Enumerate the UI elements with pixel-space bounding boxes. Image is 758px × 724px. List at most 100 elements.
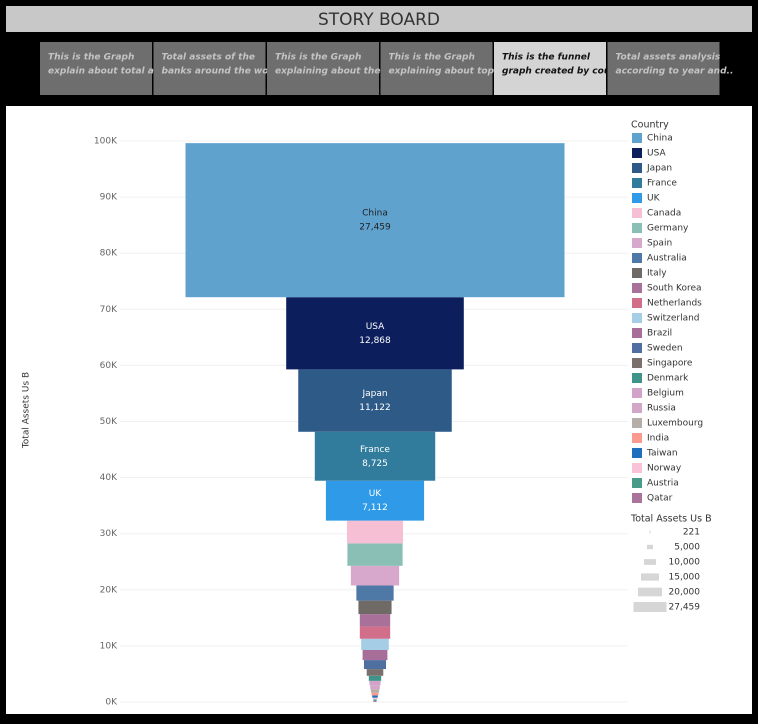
y-tick-label: 30K [100,529,118,539]
funnel-segment [356,585,394,601]
legend-label: Canada [647,209,681,219]
funnel-segment [359,626,391,639]
segment-category: China [362,209,388,219]
legend-swatch [632,418,642,428]
size-legend-mark [638,587,662,597]
tab-text[interactable]: This is the funnel [502,53,591,63]
funnel-segment [350,565,400,586]
funnel-segment [363,660,387,670]
segment-category: France [360,445,390,455]
funnel-segment [369,680,381,686]
legend-swatch [632,148,642,158]
tab-text[interactable]: Total assets analysis [616,53,721,63]
funnel-segment [371,692,379,696]
legend-swatch [632,448,642,458]
legend-label: Denmark [647,374,689,384]
tab-text[interactable]: This is the Graph [275,53,361,63]
segment-category: Japan [361,389,387,399]
y-tick-label: 60K [100,361,118,371]
y-tick-label: 100K [94,137,118,147]
funnel-segment [361,638,389,650]
legend-label: UK [647,194,661,204]
segment-value: 27,459 [359,223,391,233]
tab-text[interactable]: explaining about top .. [389,67,505,77]
legend-label: Austria [647,479,679,489]
funnel-segment [372,695,378,698]
segment-value: 7,112 [362,503,388,513]
legend-swatch [632,478,642,488]
funnel-segment [347,543,403,566]
legend-label: Sweden [647,344,683,354]
legend-swatch [632,208,642,218]
legend-label: Singapore [647,359,693,369]
legend-label: Germany [647,224,689,234]
funnel-segment [185,143,565,298]
funnel-segment [298,369,452,432]
legend-label: Italy [647,269,667,279]
legend-label: Netherlands [647,299,702,309]
y-tick-label: 50K [100,417,118,427]
legend-label: India [647,434,669,444]
funnel-segment [370,689,380,693]
segment-value: 11,122 [359,403,391,413]
funnel-segment [373,699,377,701]
legend-swatch [632,358,642,368]
funnel-segment [358,600,392,615]
size-legend-title: Total Assets Us B [630,514,712,525]
legend-swatch [632,493,642,503]
legend-swatch [632,328,642,338]
legend-swatch [632,343,642,353]
story-tab[interactable] [607,42,720,95]
story-tab[interactable] [494,42,606,95]
legend-label: Belgium [647,389,684,399]
funnel-segment [372,697,378,700]
tab-text[interactable]: explaining about the .. [275,67,390,77]
size-legend-mark [649,530,651,534]
tab-text[interactable]: according to year and.. [616,67,734,77]
tab-text[interactable]: This is the Graph [389,53,475,63]
legend-label: Russia [647,404,676,414]
header-bar [6,6,752,32]
funnel-segment [366,669,384,676]
segment-category: UK [369,489,383,499]
tab-text[interactable]: banks around the wor.. [162,67,279,77]
tab-text[interactable]: Total assets of the [162,53,256,63]
segment-value: 12,868 [359,336,391,346]
story-tab[interactable] [40,42,152,95]
story-tab[interactable] [267,42,379,95]
legend-label: Luxembourg [647,419,703,429]
story-tab[interactable] [380,42,493,95]
legend-label: Australia [647,254,687,264]
legend-swatch [632,193,642,203]
funnel-segment [286,297,464,370]
tab-text[interactable]: graph created by cou.. [502,67,617,77]
y-axis-title: Total Assets Us B [22,372,32,449]
legend-label: France [647,179,677,189]
segment-category: USA [366,322,385,332]
funnel-segment [325,480,425,521]
legend-swatch [632,133,642,143]
legend-label: China [647,134,673,144]
segment-value: 8,725 [362,459,388,469]
funnel-segment [373,700,377,702]
size-legend-label: 10,000 [669,558,701,568]
legend-swatch [632,298,642,308]
funnel-segment [346,520,404,544]
y-tick-label: 80K [100,249,118,259]
tab-text[interactable]: explain about total as.. [48,67,166,77]
legend-swatch [632,463,642,473]
y-tick-label: 70K [100,305,118,315]
legend-label: Japan [646,164,672,174]
y-tick-label: 0K [105,698,118,708]
legend-swatch [632,433,642,443]
tab-text[interactable]: This is the Graph [48,53,134,63]
size-legend-mark [633,602,667,612]
legend-swatch [632,313,642,323]
legend-label: Qatar [647,494,673,504]
size-legend-label: 15,000 [669,573,701,583]
legend-label: South Korea [647,284,702,294]
story-tab[interactable] [153,42,266,95]
legend-swatch [632,268,642,278]
y-tick-label: 10K [100,641,118,651]
